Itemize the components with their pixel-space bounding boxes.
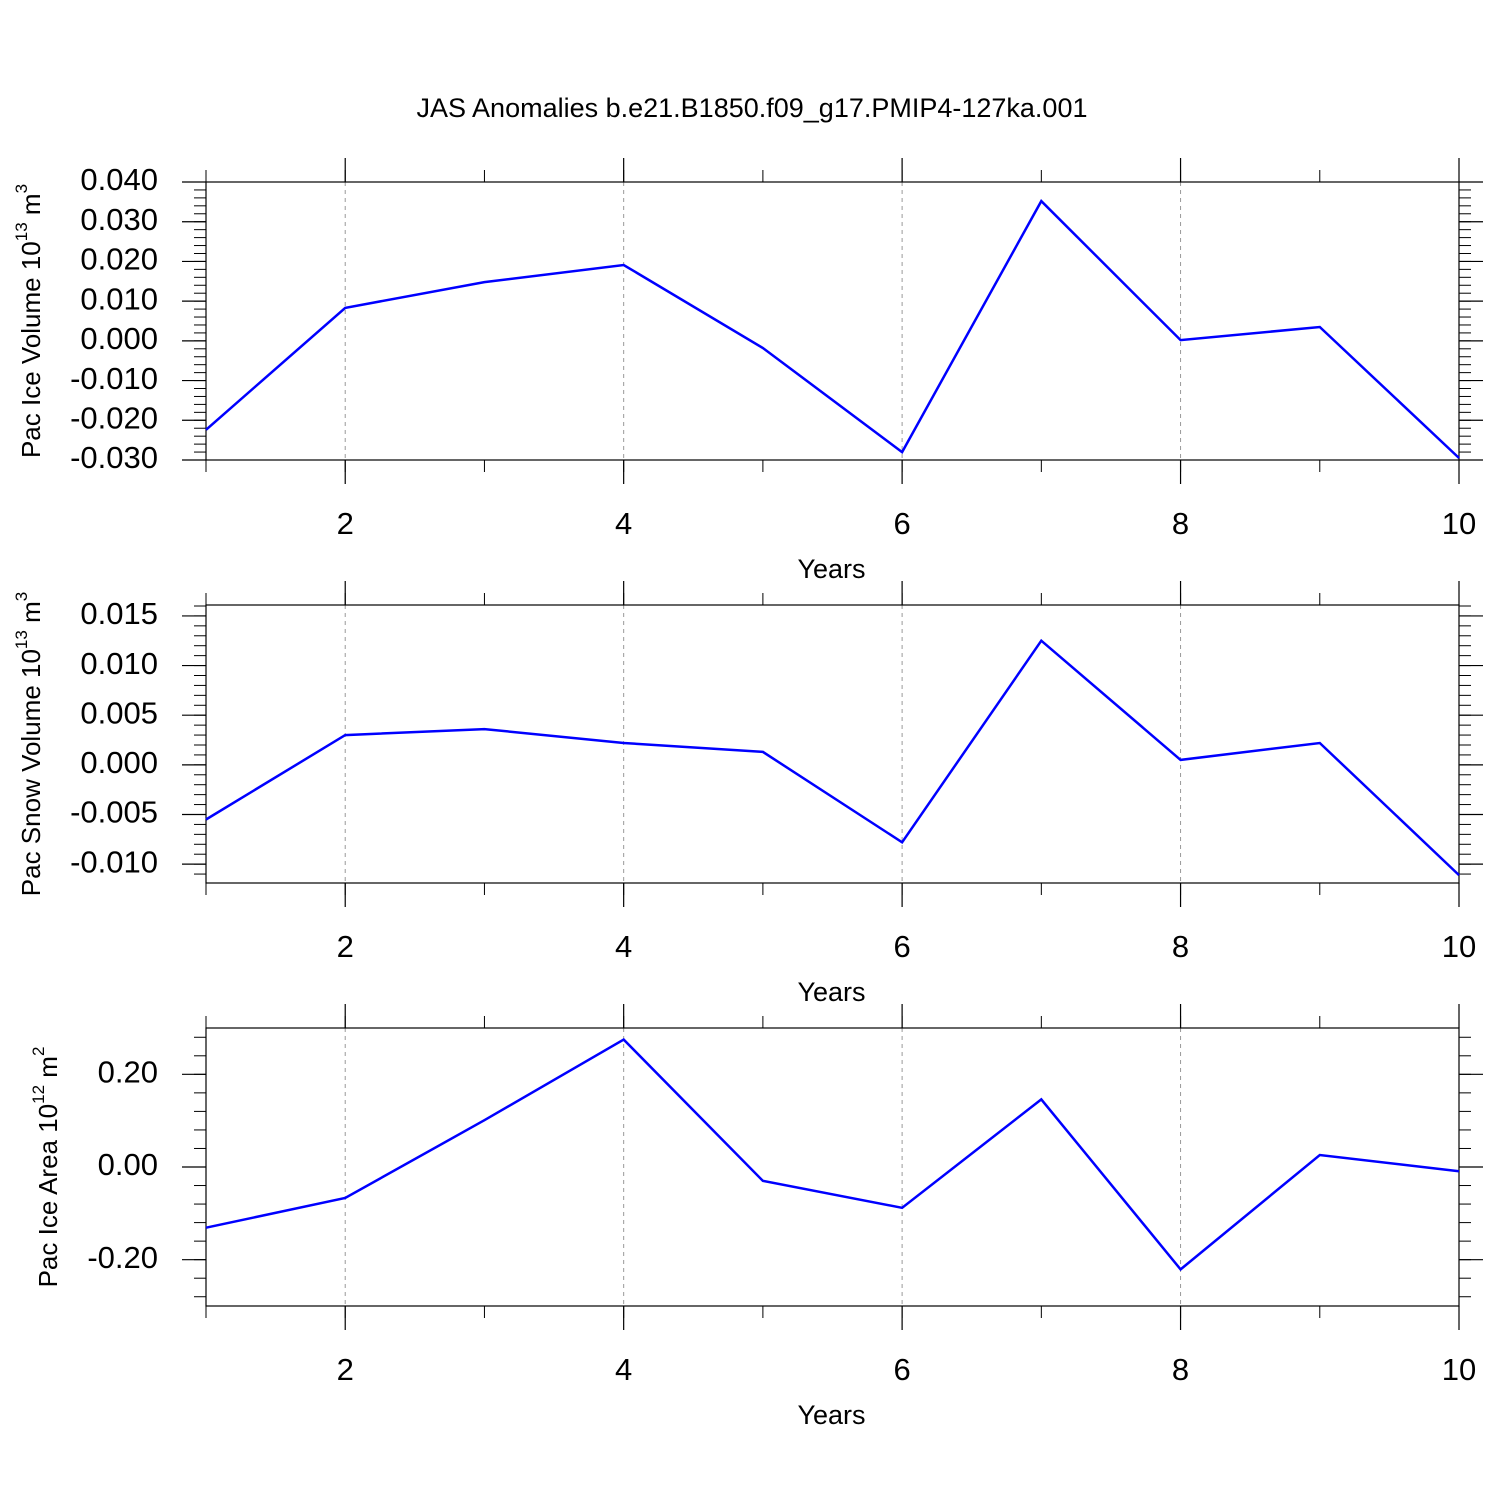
y-axis-label-unit: m: [33, 1056, 63, 1085]
y-axis-label: Pac Snow Volume 1013 m3: [12, 592, 45, 896]
x-tick-label: 4: [615, 506, 632, 541]
y-axis-label-exponent: 13: [12, 630, 31, 649]
x-tick-label: 4: [615, 1352, 632, 1387]
y-tick-label: -0.010: [70, 361, 158, 396]
y-tick-label: 0.030: [80, 202, 158, 237]
x-tick-label: 8: [1172, 929, 1189, 964]
x-tick-label: 4: [615, 929, 632, 964]
chart-title: JAS Anomalies b.e21.B1850.f09_g17.PMIP4-…: [417, 93, 1088, 123]
y-tick-label: 0.015: [80, 596, 158, 631]
data-line: [205, 638, 1460, 877]
y-tick-label: 0.010: [80, 646, 158, 681]
y-axis-label-text: Pac Ice Volume 10: [16, 241, 46, 458]
x-tick-label: 10: [1442, 1352, 1476, 1387]
y-axis-label: Pac Ice Volume 1013 m3: [12, 184, 45, 458]
x-axis-label: Years: [797, 554, 865, 584]
x-tick-label: 8: [1172, 1352, 1189, 1387]
data-line: [205, 199, 1460, 459]
y-tick-label: -0.020: [70, 400, 158, 435]
y-tick-label: 0.000: [80, 745, 158, 780]
y-tick-label: 0.20: [98, 1055, 158, 1090]
y-axis-label-exponent: 13: [12, 222, 31, 241]
y-axis-label: Pac Ice Area 1012 m2: [29, 1047, 62, 1288]
y-axis-label-exponent: 12: [29, 1085, 48, 1104]
y-axis-label-unit-exponent: 3: [12, 592, 31, 601]
plot-frame: [205, 604, 1460, 884]
y-axis-label-text: Pac Ice Area 10: [33, 1104, 63, 1288]
y-tick-label: 0.010: [80, 281, 158, 316]
y-axis-label-unit: m: [16, 193, 46, 222]
y-axis-label-text: Pac Snow Volume 10: [16, 649, 46, 896]
x-tick-label: 2: [337, 929, 354, 964]
data-line: [205, 1038, 1460, 1272]
x-tick-label: 10: [1442, 929, 1476, 964]
plot-frame: [205, 181, 1460, 461]
y-tick-label: -0.20: [87, 1240, 158, 1275]
y-tick-label: -0.030: [70, 440, 158, 475]
y-tick-label: -0.010: [70, 844, 158, 879]
y-tick-label: 0.005: [80, 695, 158, 730]
y-axis-label-unit-exponent: 2: [29, 1047, 48, 1056]
x-tick-label: 6: [893, 929, 910, 964]
y-axis-label-unit-exponent: 3: [12, 184, 31, 193]
x-tick-label: 2: [337, 506, 354, 541]
x-axis-label: Years: [797, 977, 865, 1007]
y-tick-label: -0.005: [70, 795, 158, 830]
y-tick-label: 0.000: [80, 321, 158, 356]
x-tick-label: 6: [893, 1352, 910, 1387]
y-axis-label-unit: m: [16, 601, 46, 630]
y-tick-label: 0.020: [80, 242, 158, 277]
x-tick-label: 2: [337, 1352, 354, 1387]
plot-frame: [205, 1027, 1460, 1307]
y-tick-label: 0.040: [80, 162, 158, 197]
x-tick-label: 8: [1172, 506, 1189, 541]
x-tick-label: 6: [893, 506, 910, 541]
y-tick-label: 0.00: [98, 1147, 158, 1182]
x-axis-label: Years: [797, 1400, 865, 1430]
x-tick-label: 10: [1442, 506, 1476, 541]
